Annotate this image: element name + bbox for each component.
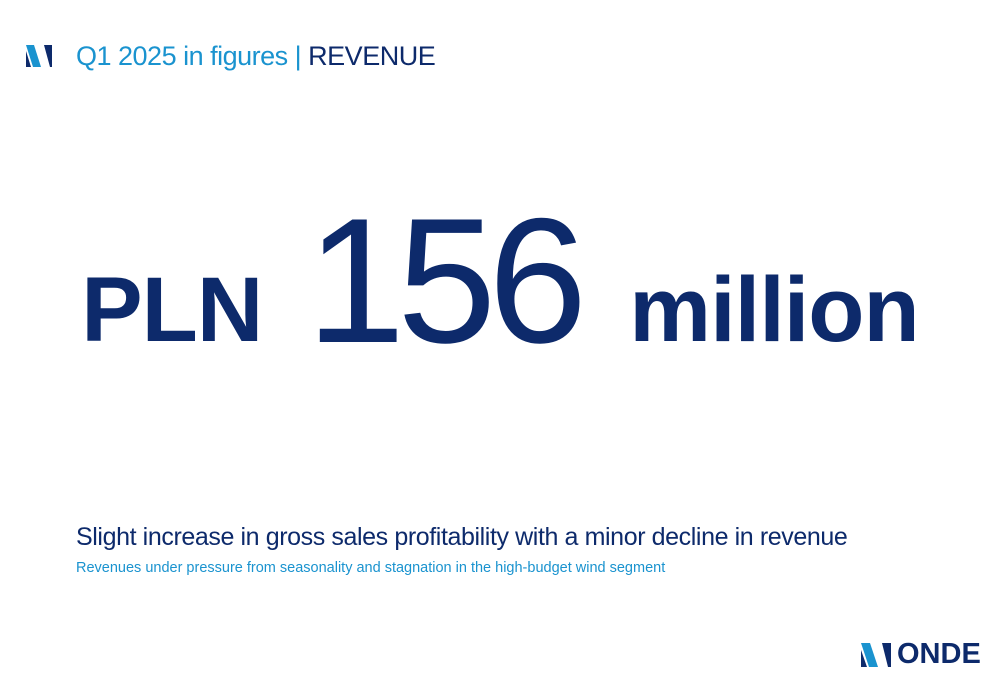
company-logo: ONDE [861,640,981,669]
summary-headline: Slight increase in gross sales profitabi… [76,523,848,551]
slide-title: Q1 2025 in figures | REVENUE [76,40,436,72]
onde-mark-icon [26,45,52,67]
revenue-value: 156 [306,181,587,380]
revenue-currency: PLN [81,259,263,361]
slide-header: Q1 2025 in figures | REVENUE [26,38,436,74]
slide-title-topic: REVENUE [308,40,436,71]
revenue-unit: million [629,259,919,361]
logo-wordmark: ONDE [897,638,981,670]
onde-mark-icon [861,642,891,667]
revenue-figure: PLN 156 million [0,190,1000,370]
slide-title-section: Q1 2025 in figures | [76,40,309,71]
summary-subline: Revenues under pressure from seasonality… [76,560,666,576]
